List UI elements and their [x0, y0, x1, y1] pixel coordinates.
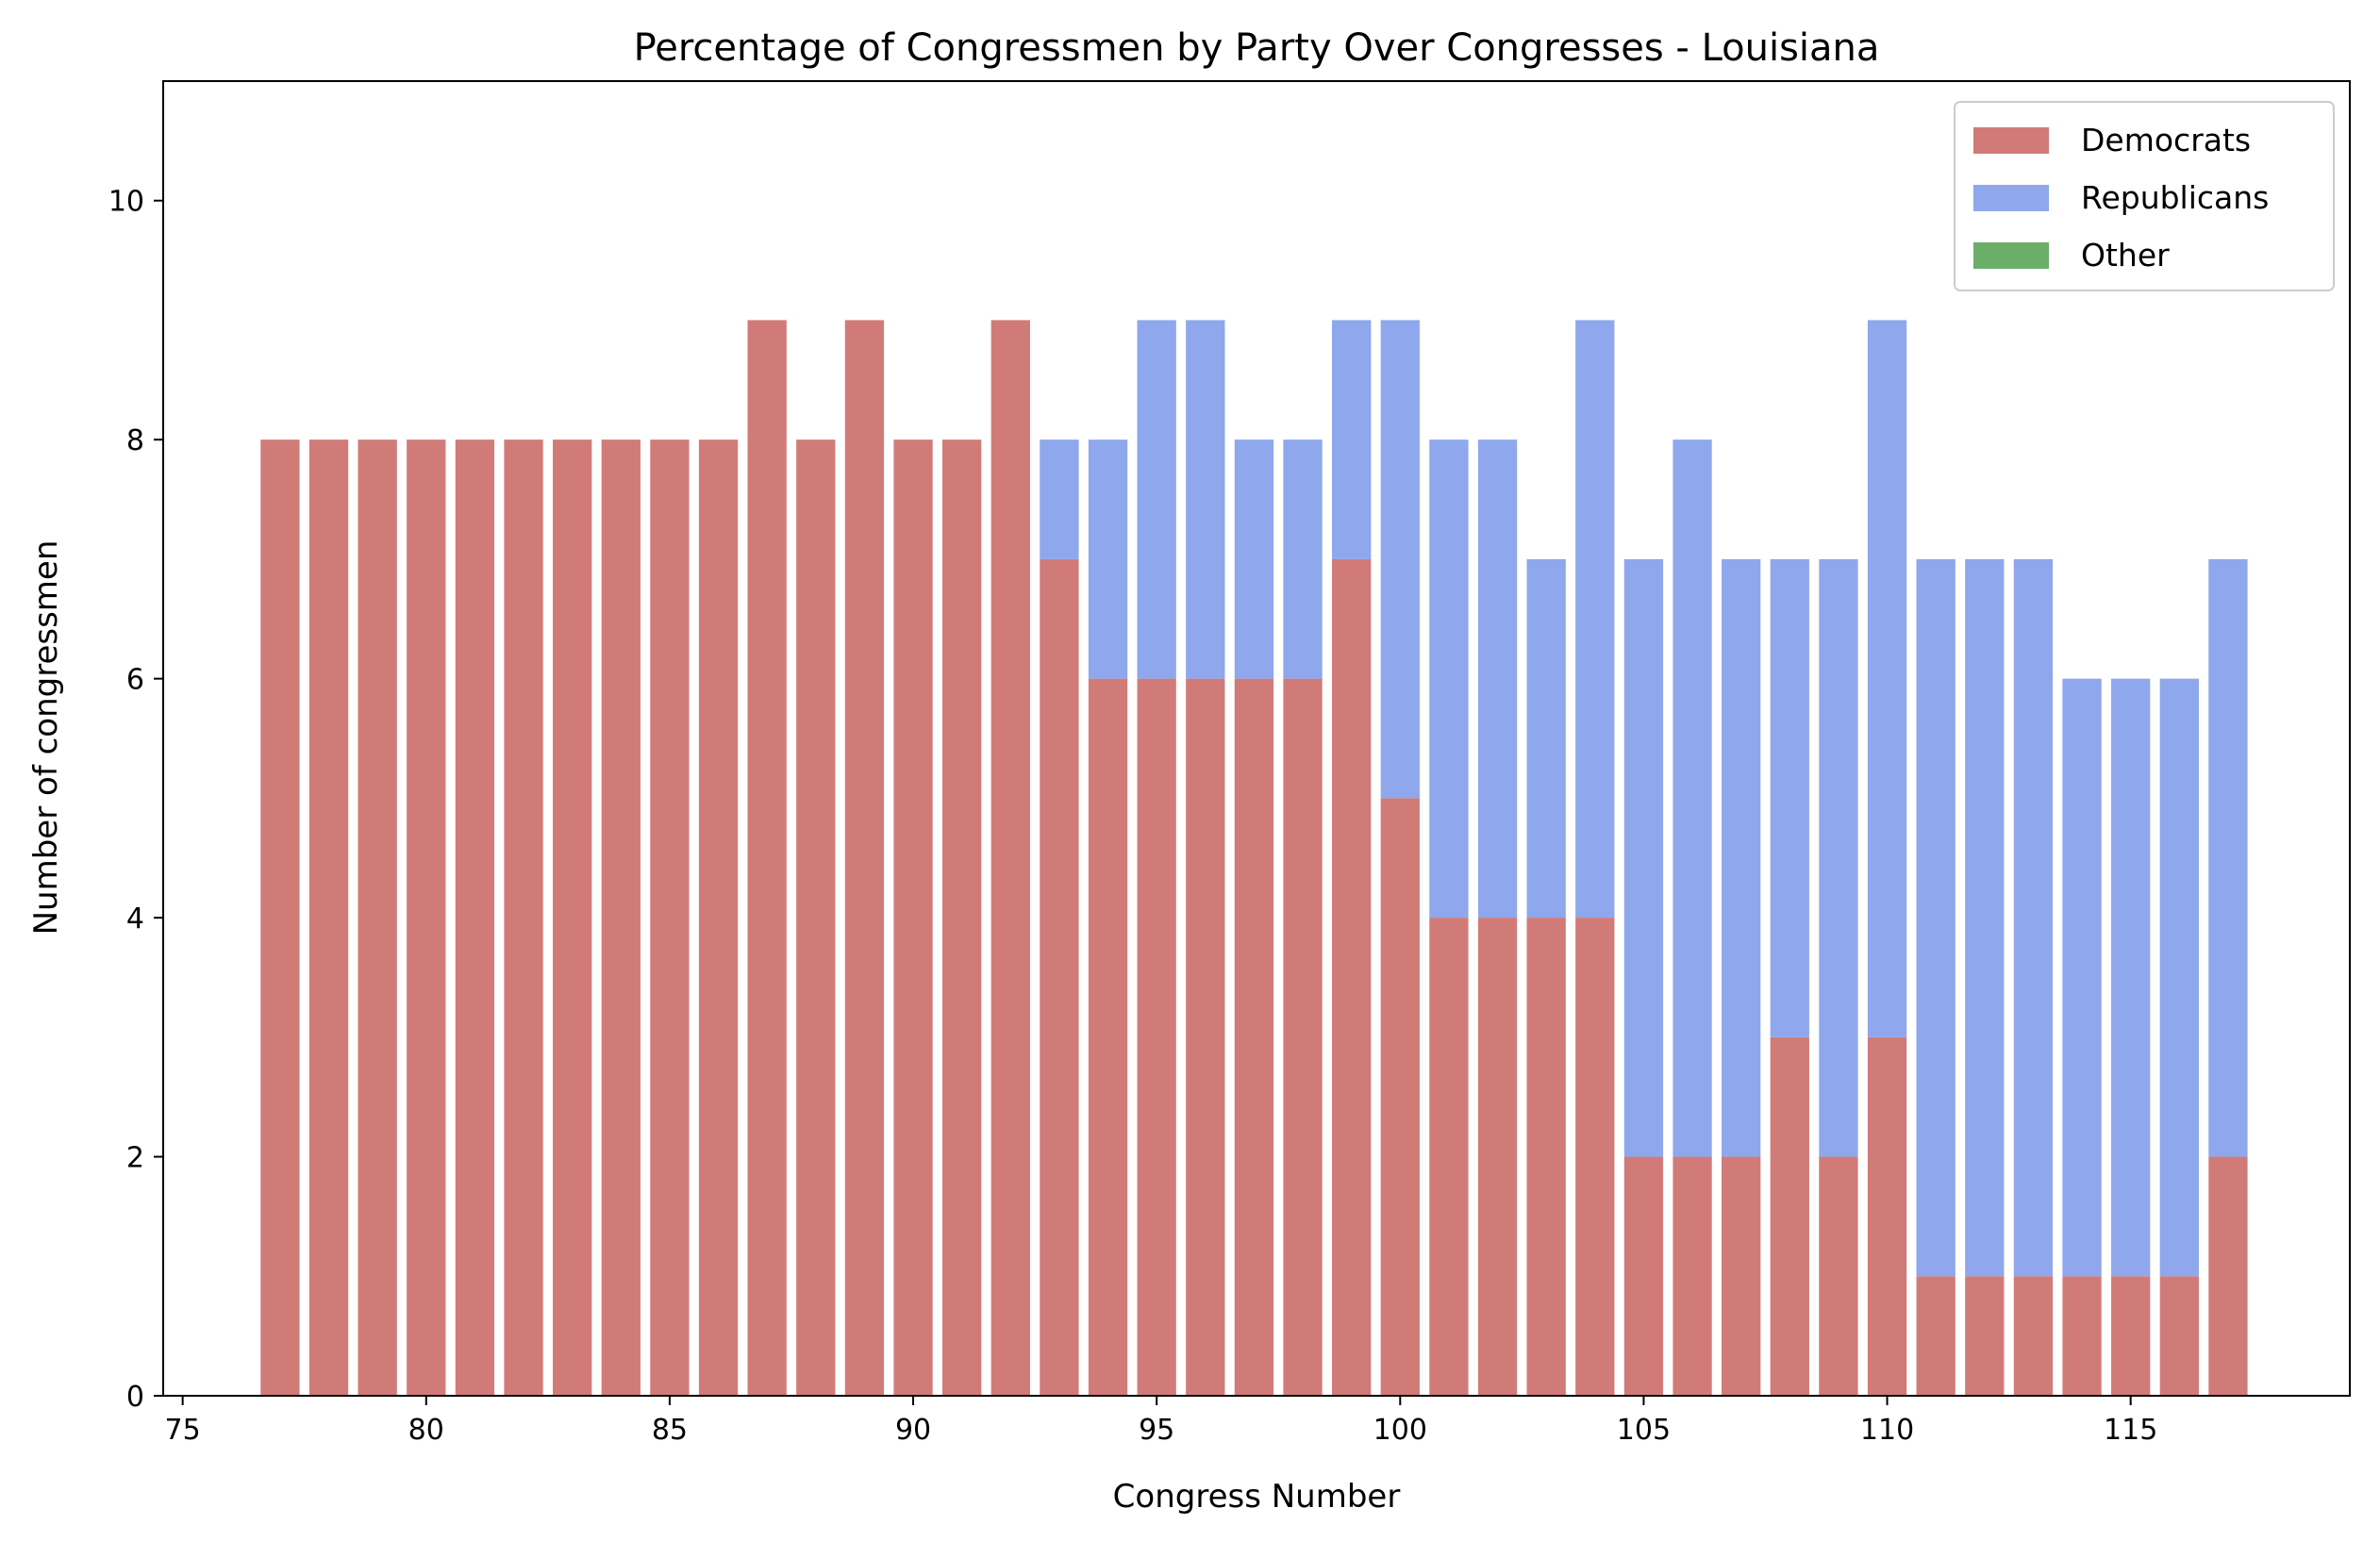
- bar-democrats-83: [553, 439, 592, 1396]
- bar-republicans-97: [1234, 439, 1274, 679]
- bar-republicans-102: [1477, 439, 1518, 919]
- axes-layer: 75 80 85 90 95 100 105 110 115 0 2 4 6 8 10: [108, 80, 2351, 1447]
- bar-republicans-95: [1137, 320, 1176, 679]
- bar-republicans-114: [2062, 678, 2102, 1277]
- bar-democrats-81: [455, 439, 495, 1396]
- bar-republicans-116: [2159, 678, 2199, 1277]
- legend-label-democrats: Democrats: [2081, 122, 2251, 158]
- bar-democrats-117: [2208, 1156, 2248, 1396]
- x-tick-label: 115: [2104, 1414, 2157, 1447]
- bar-democrats-116: [2159, 1276, 2199, 1396]
- bar-democrats-85: [650, 439, 690, 1396]
- bar-democrats-99: [1332, 558, 1372, 1396]
- bar-republicans-98: [1283, 439, 1323, 679]
- bar-democrats-110: [1867, 1036, 1907, 1396]
- bar-democrats-91: [942, 439, 982, 1396]
- bar-democrats-111: [1916, 1276, 1956, 1396]
- bar-democrats-112: [1965, 1276, 2005, 1396]
- bar-democrats-95: [1137, 678, 1176, 1396]
- bar-republicans-101: [1429, 439, 1469, 919]
- bar-republicans-109: [1819, 558, 1858, 1157]
- y-tick-label: 4: [126, 903, 144, 936]
- bar-democrats-79: [358, 439, 397, 1396]
- x-tick-label: 105: [1617, 1414, 1671, 1447]
- bar-democrats-101: [1429, 918, 1469, 1396]
- bar-republicans-108: [1770, 558, 1809, 1037]
- bar-democrats-80: [407, 439, 446, 1396]
- bar-democrats-98: [1283, 678, 1323, 1396]
- bar-democrats-100: [1380, 798, 1420, 1396]
- bar-democrats-92: [990, 320, 1030, 1397]
- bar-republicans-110: [1867, 320, 1907, 1037]
- bar-republicans-93: [1040, 439, 1079, 559]
- bar-republicans-112: [1965, 558, 2005, 1277]
- bar-democrats-82: [504, 439, 543, 1396]
- bar-democrats-96: [1186, 678, 1225, 1396]
- bar-democrats-114: [2062, 1276, 2102, 1396]
- legend-box: [1954, 101, 2335, 291]
- bar-republicans-113: [2013, 558, 2054, 1277]
- bar-republicans-115: [2111, 678, 2151, 1277]
- bar-democrats-88: [796, 439, 836, 1396]
- bar-democrats-107: [1722, 1156, 1761, 1396]
- bar-democrats-90: [893, 439, 933, 1396]
- bar-democrats-77: [260, 439, 300, 1396]
- bar-republicans-103: [1526, 558, 1566, 919]
- bar-republicans-106: [1673, 439, 1712, 1157]
- bar-democrats-108: [1770, 1036, 1809, 1396]
- legend: Democrats Republicans Other: [1954, 101, 2335, 291]
- bar-democrats-103: [1526, 918, 1566, 1396]
- y-axis-label: Number of congressmen: [27, 540, 65, 936]
- bar-republicans-96: [1186, 320, 1225, 679]
- bar-democrats-84: [601, 439, 641, 1396]
- x-axis-label: Congress Number: [1113, 1478, 1401, 1516]
- bar-republicans-94: [1088, 439, 1128, 679]
- bar-democrats-106: [1673, 1156, 1712, 1396]
- legend-label-other: Other: [2081, 237, 2170, 273]
- y-tick-label: 0: [126, 1381, 144, 1414]
- bar-republicans-104: [1575, 320, 1615, 919]
- y-tick-label: 2: [126, 1142, 144, 1175]
- x-tick-label: 95: [1139, 1414, 1174, 1447]
- bar-democrats-94: [1088, 678, 1128, 1396]
- bar-republicans-100: [1380, 320, 1420, 799]
- bar-democrats-113: [2013, 1276, 2054, 1396]
- bar-democrats-104: [1575, 918, 1615, 1396]
- x-tick-label: 100: [1373, 1414, 1427, 1447]
- y-tick-label: 8: [126, 424, 144, 457]
- bar-democrats-102: [1477, 918, 1518, 1396]
- x-tick-label: 90: [895, 1414, 931, 1447]
- x-tick-label: 75: [165, 1414, 201, 1447]
- x-tick-label: 110: [1860, 1414, 1914, 1447]
- chart-title: Percentage of Congressmen by Party Over …: [634, 26, 1880, 70]
- y-tick-label: 6: [126, 664, 144, 697]
- plot-frame: [162, 80, 2351, 1397]
- bar-democrats-115: [2111, 1276, 2151, 1396]
- y-tick-label: 10: [108, 186, 144, 219]
- x-tick-label: 80: [408, 1414, 444, 1447]
- bar-republicans-107: [1722, 558, 1761, 1157]
- bar-democrats-86: [698, 439, 739, 1396]
- legend-swatch-republicans: [1973, 185, 2049, 211]
- bar-republicans-117: [2208, 558, 2248, 1157]
- legend-swatch-democrats: [1973, 127, 2049, 154]
- bar-democrats-87: [747, 320, 787, 1397]
- bar-republicans-99: [1332, 320, 1372, 559]
- x-tick-label: 85: [652, 1414, 688, 1447]
- legend-swatch-other: [1973, 242, 2049, 269]
- bar-democrats-89: [844, 320, 885, 1397]
- bar-democrats-78: [308, 439, 349, 1396]
- bar-democrats-93: [1040, 558, 1079, 1396]
- bar-democrats-109: [1819, 1156, 1858, 1396]
- bar-democrats-105: [1623, 1156, 1664, 1396]
- legend-label-republicans: Republicans: [2081, 179, 2269, 216]
- bar-republicans-111: [1916, 558, 1956, 1277]
- bars-layer: [260, 320, 2248, 1397]
- bar-democrats-97: [1234, 678, 1274, 1396]
- bar-republicans-105: [1623, 558, 1664, 1157]
